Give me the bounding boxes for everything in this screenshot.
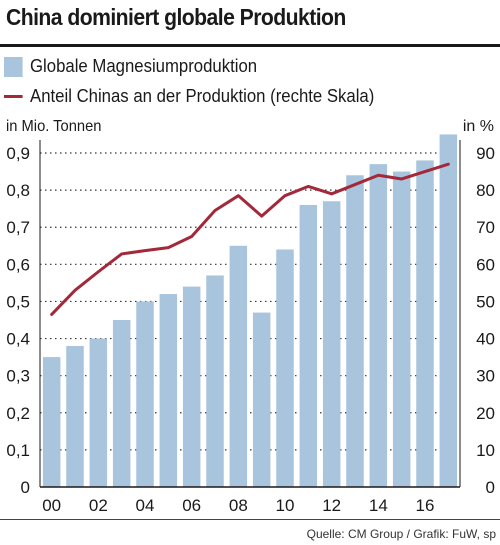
- bar: [89, 338, 108, 487]
- legend-bar-swatch: [4, 56, 23, 77]
- source-rule: [0, 519, 500, 520]
- y-right-tick-label: 60: [476, 255, 495, 274]
- legend-item-bars: Globale Magnesiumproduktion: [4, 56, 257, 77]
- y-right-tick-label: 20: [476, 404, 495, 423]
- source-note: Quelle: CM Group / Grafik: FuW, sp: [306, 527, 496, 541]
- x-tick-label: 14: [369, 496, 388, 515]
- y-left-tick-label: 0,1: [6, 441, 30, 460]
- bar: [369, 164, 388, 487]
- bar: [392, 171, 411, 488]
- y-right-tick-label: 70: [476, 218, 495, 237]
- x-tick-label: 04: [136, 496, 155, 515]
- y-left-tick-label: 0,2: [6, 404, 30, 423]
- x-tick-label: 06: [182, 496, 201, 515]
- legend-bars-label: Globale Magnesiumproduktion: [30, 56, 258, 76]
- y-left-tick-label: 0,3: [6, 367, 30, 386]
- y-left-tick-label: 0,6: [6, 255, 30, 274]
- bar: [136, 301, 154, 487]
- bar: [299, 204, 318, 487]
- bar: [206, 275, 224, 487]
- bar: [66, 345, 84, 487]
- bar: [439, 134, 458, 487]
- y-left-tick-label: 0: [21, 478, 30, 497]
- x-tick-label: 16: [416, 496, 435, 515]
- y-right-tick-label: 40: [476, 330, 495, 349]
- x-tick-label: 00: [42, 496, 61, 515]
- y-left-tick-label: 0,9: [6, 144, 30, 163]
- y-left-tick-label: 0,7: [6, 218, 30, 237]
- legend-line-label: Anteil Chinas an der Produktion (rechte …: [30, 86, 375, 106]
- bar: [322, 201, 341, 487]
- y-right-tick-label: 10: [476, 441, 495, 460]
- legend-line-swatch: [4, 95, 23, 98]
- share-line: [50, 162, 450, 316]
- x-tick-label: 10: [276, 496, 295, 515]
- y-right-tick-label: 0: [486, 478, 495, 497]
- y-right-tick-label: 80: [476, 181, 495, 200]
- bar: [42, 357, 61, 487]
- bar: [416, 160, 434, 487]
- y-right-tick-label: 30: [476, 367, 495, 386]
- right-axis-unit: in %: [462, 118, 494, 135]
- bar: [182, 286, 201, 487]
- legend-item-line: Anteil Chinas an der Produktion (rechte …: [4, 86, 374, 107]
- y-right-tick-label: 90: [476, 144, 495, 163]
- bar: [112, 320, 131, 487]
- y-left-tick-label: 0,8: [6, 181, 30, 200]
- x-tick-label: 08: [229, 496, 248, 515]
- y-left-tick-label: 0,5: [6, 292, 30, 311]
- title-rule: [0, 44, 500, 47]
- x-tick-label: 12: [322, 496, 341, 515]
- y-right-tick-label: 50: [476, 292, 495, 311]
- bar: [229, 245, 248, 487]
- chart-title: China dominiert globale Produktion: [6, 4, 346, 30]
- y-left-tick-label: 0,4: [6, 330, 30, 349]
- bar: [276, 249, 294, 487]
- left-axis-unit: in Mio. Tonnen: [6, 118, 102, 135]
- bar: [346, 175, 364, 487]
- bar: [252, 312, 271, 487]
- bar: [159, 294, 178, 487]
- x-tick-label: 02: [89, 496, 108, 515]
